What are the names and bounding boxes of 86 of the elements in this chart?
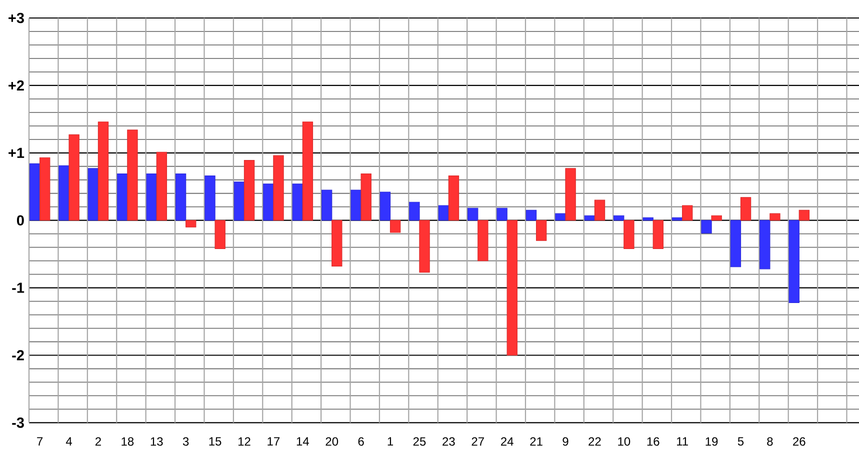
x-tick-label: 7 — [37, 437, 43, 446]
bar — [740, 197, 752, 221]
bar — [788, 220, 800, 303]
bar — [214, 220, 226, 249]
bar — [526, 210, 537, 221]
bar — [594, 200, 606, 221]
y-tick-label: +3 — [8, 12, 24, 24]
bar — [652, 220, 664, 249]
bar — [642, 217, 654, 221]
bar — [29, 163, 40, 221]
bar — [292, 184, 303, 221]
bar — [40, 157, 50, 221]
bar — [175, 174, 186, 221]
bar — [760, 220, 770, 270]
x-tick-label: 25 — [413, 437, 426, 446]
x-tick-label: 24 — [501, 437, 514, 446]
bar — [565, 168, 576, 221]
bar — [234, 182, 245, 221]
bar — [350, 190, 362, 221]
bar — [88, 168, 99, 221]
y-tick-label: +2 — [8, 80, 24, 91]
x-tick-label: 3 — [182, 437, 189, 446]
bar — [58, 165, 70, 221]
bar — [186, 220, 196, 228]
bar — [555, 213, 566, 221]
bar — [321, 190, 332, 221]
bar — [244, 160, 255, 221]
bar — [701, 220, 712, 234]
x-tick-label: 13 — [150, 437, 163, 446]
x-tick-label: 14 — [296, 437, 309, 446]
x-tick-label: 8 — [767, 437, 773, 446]
bar — [273, 155, 284, 221]
x-tick-label: 11 — [677, 437, 688, 446]
bar — [468, 208, 478, 221]
bar — [770, 213, 780, 221]
bar — [448, 176, 460, 221]
x-tick-label: 15 — [209, 437, 222, 446]
x-tick-label: 1 — [388, 437, 394, 446]
bar — [506, 220, 518, 356]
x-tick-label: 5 — [738, 437, 744, 446]
x-tick-label: 10 — [618, 437, 630, 446]
bar — [438, 205, 449, 221]
bar — [624, 220, 634, 249]
bar — [711, 215, 722, 221]
x-tick-label: 26 — [793, 437, 806, 446]
bar — [146, 174, 157, 221]
x-tick-label: 20 — [326, 437, 338, 446]
bar — [156, 152, 168, 221]
bar — [409, 202, 420, 221]
x-tick-label: 18 — [122, 437, 134, 446]
bar — [332, 220, 342, 267]
y-tick-label: -1 — [12, 282, 24, 293]
x-tick-label: 27 — [472, 437, 484, 446]
bar — [798, 210, 810, 221]
x-tick-label: 23 — [442, 437, 455, 446]
bar — [390, 220, 401, 233]
y-tick-label: +1 — [8, 148, 24, 158]
bar — [117, 174, 128, 221]
bar — [730, 220, 742, 268]
bar — [127, 130, 138, 221]
bar — [360, 174, 372, 221]
bar — [496, 208, 508, 221]
bar — [478, 220, 488, 262]
x-tick-label: 19 — [706, 437, 718, 446]
bar — [68, 134, 80, 221]
x-tick-label: 21 — [530, 437, 542, 446]
y-tick-label: -2 — [12, 350, 24, 360]
x-tick-label: 6 — [358, 437, 364, 446]
y-tick-label: 0 — [16, 215, 24, 226]
bar — [419, 220, 430, 273]
x-tick-label: 2 — [95, 437, 101, 446]
bar — [380, 192, 391, 221]
bar — [98, 122, 109, 221]
bar — [614, 215, 624, 221]
x-tick-label: 16 — [647, 437, 660, 446]
x-tick-label: 22 — [588, 437, 601, 446]
x-tick-label: 4 — [66, 437, 72, 446]
x-tick-label: 17 — [268, 437, 280, 446]
bar — [302, 122, 314, 221]
x-tick-label: 12 — [238, 437, 250, 446]
bar — [536, 220, 547, 241]
bar — [204, 176, 216, 221]
bar — [263, 184, 274, 221]
bar — [682, 205, 693, 221]
x-tick-label: 9 — [562, 437, 568, 446]
y-tick-label: -3 — [12, 418, 24, 428]
